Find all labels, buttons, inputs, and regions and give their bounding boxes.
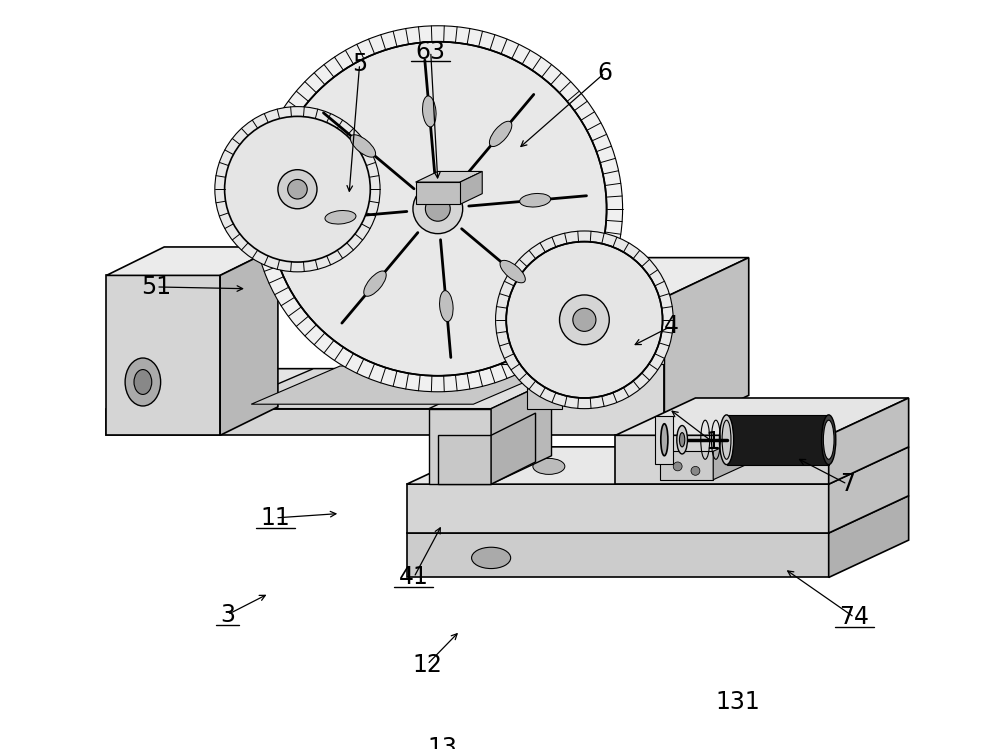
Polygon shape	[416, 172, 482, 182]
Ellipse shape	[823, 420, 834, 459]
Text: 6: 6	[597, 61, 612, 85]
Ellipse shape	[691, 467, 700, 476]
Text: 5: 5	[352, 52, 367, 76]
Polygon shape	[460, 172, 482, 204]
Ellipse shape	[520, 193, 551, 207]
Polygon shape	[829, 398, 909, 484]
Polygon shape	[220, 369, 584, 409]
Ellipse shape	[413, 184, 463, 234]
Text: 1: 1	[706, 431, 721, 455]
Ellipse shape	[440, 291, 453, 321]
Polygon shape	[429, 380, 552, 409]
Polygon shape	[655, 416, 673, 464]
Polygon shape	[727, 415, 829, 464]
Polygon shape	[713, 437, 744, 479]
Ellipse shape	[673, 462, 682, 471]
Polygon shape	[615, 435, 829, 484]
Ellipse shape	[719, 415, 734, 464]
Polygon shape	[491, 369, 584, 435]
Text: 12: 12	[412, 652, 442, 676]
Ellipse shape	[225, 116, 370, 262]
Polygon shape	[660, 452, 713, 479]
Ellipse shape	[134, 369, 152, 395]
Text: 51: 51	[141, 275, 171, 299]
Polygon shape	[106, 247, 278, 276]
Ellipse shape	[679, 433, 685, 447]
Polygon shape	[220, 247, 278, 435]
Ellipse shape	[573, 309, 596, 331]
Text: 11: 11	[260, 506, 290, 530]
Ellipse shape	[533, 458, 565, 474]
Polygon shape	[106, 369, 584, 409]
Text: 131: 131	[716, 690, 760, 714]
Ellipse shape	[489, 121, 512, 147]
Ellipse shape	[425, 196, 450, 221]
Text: 63: 63	[416, 40, 446, 64]
Polygon shape	[429, 409, 491, 484]
Ellipse shape	[215, 106, 380, 272]
Ellipse shape	[364, 271, 386, 297]
Ellipse shape	[253, 25, 623, 392]
Polygon shape	[491, 413, 536, 484]
Text: 41: 41	[399, 565, 429, 589]
Ellipse shape	[496, 231, 673, 409]
Polygon shape	[407, 533, 829, 577]
Ellipse shape	[662, 452, 694, 468]
Ellipse shape	[325, 210, 356, 224]
Text: 7: 7	[840, 472, 855, 496]
Polygon shape	[106, 409, 491, 435]
Polygon shape	[407, 447, 909, 484]
Ellipse shape	[125, 358, 161, 406]
Text: 74: 74	[839, 605, 869, 629]
Ellipse shape	[677, 425, 687, 454]
Ellipse shape	[350, 135, 376, 157]
Text: 13: 13	[427, 736, 457, 749]
Polygon shape	[491, 351, 664, 364]
Text: 4: 4	[664, 314, 679, 338]
Polygon shape	[491, 297, 664, 435]
Text: 3: 3	[220, 603, 235, 627]
Ellipse shape	[790, 458, 822, 474]
Polygon shape	[407, 484, 829, 533]
Ellipse shape	[472, 548, 511, 568]
Ellipse shape	[560, 295, 609, 345]
Polygon shape	[106, 276, 220, 435]
Polygon shape	[251, 366, 562, 404]
Polygon shape	[491, 258, 749, 297]
Ellipse shape	[288, 180, 307, 199]
Polygon shape	[829, 447, 909, 533]
Polygon shape	[416, 182, 460, 204]
Polygon shape	[491, 380, 552, 484]
Ellipse shape	[423, 96, 436, 127]
Polygon shape	[615, 398, 909, 435]
Ellipse shape	[661, 424, 668, 455]
Ellipse shape	[269, 42, 607, 376]
Ellipse shape	[278, 170, 317, 209]
Polygon shape	[664, 258, 749, 435]
Polygon shape	[829, 496, 909, 577]
Ellipse shape	[506, 242, 663, 398]
Ellipse shape	[822, 415, 836, 464]
Polygon shape	[527, 351, 562, 409]
Polygon shape	[438, 435, 491, 484]
Ellipse shape	[500, 261, 525, 283]
